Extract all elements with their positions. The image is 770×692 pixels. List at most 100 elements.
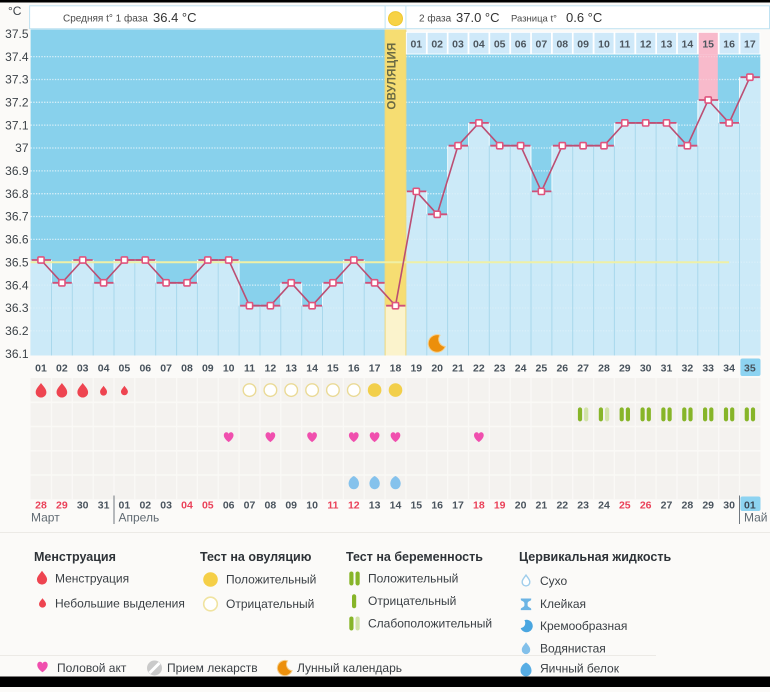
svg-text:22: 22 bbox=[556, 500, 568, 512]
svg-text:07: 07 bbox=[160, 362, 172, 374]
svg-text:13: 13 bbox=[661, 39, 673, 51]
svg-text:16: 16 bbox=[723, 39, 735, 51]
svg-text:Водянистая: Водянистая bbox=[540, 641, 606, 655]
svg-text:Отрицательный: Отрицательный bbox=[368, 594, 456, 608]
svg-text:25: 25 bbox=[619, 500, 631, 512]
svg-text:27: 27 bbox=[577, 362, 589, 374]
svg-text:36.3: 36.3 bbox=[5, 301, 29, 315]
svg-text:30: 30 bbox=[723, 500, 735, 512]
svg-text:36.8: 36.8 bbox=[5, 187, 29, 201]
svg-text:30: 30 bbox=[640, 362, 652, 374]
svg-text:37.5: 37.5 bbox=[5, 27, 29, 41]
svg-text:23: 23 bbox=[494, 362, 506, 374]
svg-text:21: 21 bbox=[452, 362, 464, 374]
svg-text:Менструация: Менструация bbox=[34, 550, 116, 564]
svg-text:17: 17 bbox=[744, 39, 756, 51]
svg-text:07: 07 bbox=[536, 39, 548, 51]
svg-text:24: 24 bbox=[598, 500, 610, 512]
svg-text:13: 13 bbox=[369, 500, 381, 512]
svg-text:29: 29 bbox=[56, 500, 68, 512]
svg-text:Март: Март bbox=[31, 511, 60, 525]
svg-text:36.4: 36.4 bbox=[5, 278, 29, 292]
svg-text:Кремообразная: Кремообразная bbox=[540, 619, 627, 633]
svg-text:19: 19 bbox=[494, 500, 506, 512]
svg-text:36.2: 36.2 bbox=[5, 324, 29, 338]
svg-text:27: 27 bbox=[661, 500, 673, 512]
svg-text:ОВУЛЯЦИЯ: ОВУЛЯЦИЯ bbox=[387, 42, 399, 109]
svg-text:Средняя t° 1 фаза: Средняя t° 1 фаза bbox=[63, 13, 148, 25]
svg-text:26: 26 bbox=[640, 500, 652, 512]
svg-text:01: 01 bbox=[119, 500, 131, 512]
svg-text:Цервикальная жидкость: Цервикальная жидкость bbox=[519, 550, 671, 564]
svg-text:Разница t°: Разница t° bbox=[511, 14, 557, 25]
svg-text:03: 03 bbox=[452, 39, 464, 51]
svg-text:0.6 °C: 0.6 °C bbox=[566, 10, 602, 25]
svg-text:34: 34 bbox=[723, 362, 735, 374]
svg-text:36.9: 36.9 bbox=[5, 164, 29, 178]
svg-text:Яичный белок: Яичный белок bbox=[540, 662, 620, 676]
svg-text:01: 01 bbox=[744, 500, 756, 512]
svg-text:06: 06 bbox=[515, 39, 527, 51]
svg-text:04: 04 bbox=[98, 362, 110, 374]
svg-text:24: 24 bbox=[515, 362, 527, 374]
svg-text:Отрицательный: Отрицательный bbox=[226, 597, 314, 611]
svg-text:Сухо: Сухо bbox=[540, 574, 568, 588]
svg-text:01: 01 bbox=[35, 362, 47, 374]
svg-text:10: 10 bbox=[306, 500, 318, 512]
svg-text:25: 25 bbox=[536, 362, 548, 374]
svg-text:Положительный: Положительный bbox=[368, 572, 458, 586]
svg-text:Слабоположительный: Слабоположительный bbox=[368, 617, 492, 631]
svg-text:08: 08 bbox=[265, 500, 277, 512]
svg-text:10: 10 bbox=[223, 362, 235, 374]
svg-text:23: 23 bbox=[577, 500, 589, 512]
svg-text:08: 08 bbox=[556, 39, 568, 51]
svg-text:14: 14 bbox=[682, 39, 694, 51]
svg-text:33: 33 bbox=[702, 362, 714, 374]
svg-text:03: 03 bbox=[77, 362, 89, 374]
svg-text:09: 09 bbox=[577, 39, 589, 51]
svg-text:Прием лекарств: Прием лекарств bbox=[167, 661, 258, 675]
svg-text:35: 35 bbox=[744, 362, 756, 374]
svg-text:09: 09 bbox=[202, 362, 214, 374]
svg-text:Май: Май bbox=[744, 511, 768, 525]
svg-text:16: 16 bbox=[348, 362, 360, 374]
svg-text:15: 15 bbox=[702, 39, 714, 51]
svg-text:16: 16 bbox=[431, 500, 443, 512]
svg-text:Небольшие выделения: Небольшие выделения bbox=[55, 597, 185, 611]
svg-text:20: 20 bbox=[431, 362, 443, 374]
svg-text:01: 01 bbox=[410, 39, 422, 51]
svg-text:04: 04 bbox=[473, 39, 485, 51]
svg-text:37.1: 37.1 bbox=[5, 118, 29, 132]
svg-text:05: 05 bbox=[494, 39, 506, 51]
svg-text:06: 06 bbox=[223, 500, 235, 512]
svg-text:06: 06 bbox=[139, 362, 151, 374]
svg-text:Тест на овуляцию: Тест на овуляцию bbox=[200, 550, 312, 564]
svg-text:09: 09 bbox=[285, 500, 297, 512]
svg-text:28: 28 bbox=[598, 362, 610, 374]
svg-text:36.1: 36.1 bbox=[5, 347, 29, 361]
svg-text:17: 17 bbox=[452, 500, 464, 512]
svg-text:12: 12 bbox=[348, 500, 360, 512]
svg-text:12: 12 bbox=[265, 362, 277, 374]
svg-text:36.5: 36.5 bbox=[5, 255, 29, 269]
svg-text:15: 15 bbox=[410, 500, 422, 512]
svg-text:12: 12 bbox=[640, 39, 652, 51]
svg-text:11: 11 bbox=[327, 500, 338, 512]
svg-text:36.6: 36.6 bbox=[5, 233, 29, 247]
svg-text:Половой акт: Половой акт bbox=[57, 661, 127, 675]
svg-text:29: 29 bbox=[619, 362, 631, 374]
svg-text:Менструация: Менструация bbox=[55, 572, 129, 586]
svg-text:08: 08 bbox=[181, 362, 193, 374]
svg-text:14: 14 bbox=[390, 500, 402, 512]
svg-text:10: 10 bbox=[598, 39, 610, 51]
svg-text:02: 02 bbox=[139, 500, 151, 512]
svg-text:37.3: 37.3 bbox=[5, 73, 29, 87]
svg-text:32: 32 bbox=[682, 362, 694, 374]
svg-text:19: 19 bbox=[410, 362, 422, 374]
svg-text:Лунный календарь: Лунный календарь bbox=[297, 661, 402, 675]
svg-text:Апрель: Апрель bbox=[119, 511, 160, 525]
svg-text:37.4: 37.4 bbox=[5, 50, 29, 64]
svg-text:°C: °C bbox=[8, 4, 22, 18]
svg-text:36.7: 36.7 bbox=[5, 210, 29, 224]
svg-text:36.4 °C: 36.4 °C bbox=[153, 10, 197, 25]
